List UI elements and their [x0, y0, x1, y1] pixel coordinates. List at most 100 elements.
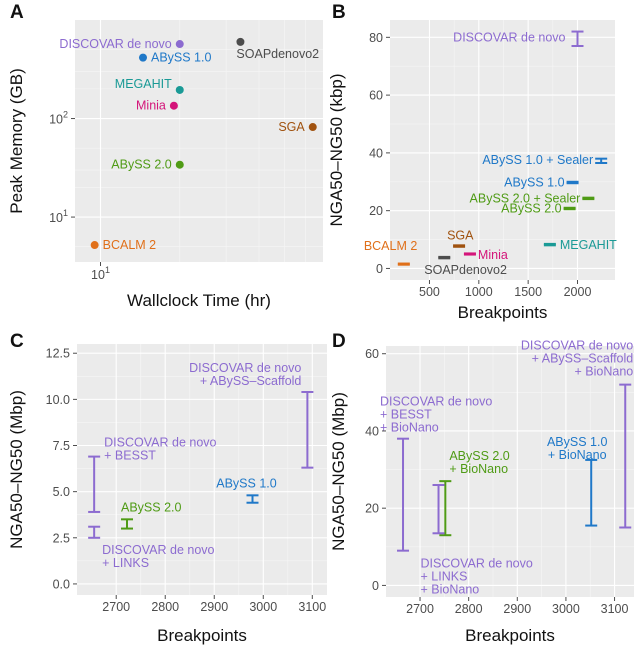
data-point	[175, 85, 184, 94]
panel-d: D Breakpoints NGA50–NG50 (Mbp) 2700 2800 2900…	[329, 331, 634, 645]
bar-label: DISCOVAR de novo + BESST	[104, 436, 216, 463]
y-axis-title: Peak Memory (GB)	[7, 68, 26, 213]
bar-label: ABySS 2.0	[121, 500, 181, 514]
y-tick-label: 0.0	[53, 577, 70, 591]
y-tick-label: 40	[369, 146, 383, 160]
data-point	[175, 160, 184, 169]
x-tick-label: 1000	[465, 285, 493, 299]
bar-label: DISCOVAR de novo	[453, 30, 565, 44]
y-tick-label: 102	[49, 110, 68, 127]
data-point	[236, 37, 245, 46]
data-point	[169, 101, 178, 110]
x-tick-label: 1500	[514, 285, 542, 299]
grid	[77, 344, 327, 595]
x-axis-title: Breakpoints	[465, 626, 555, 645]
bar-label: ABySS 2.0 + BioNano	[449, 449, 509, 476]
x-axis-title: Wallclock Time (hr)	[127, 291, 271, 310]
y-tick-label: 20	[369, 204, 383, 218]
x-tick-label: 3000	[552, 602, 580, 616]
point-label: SGA	[278, 120, 305, 134]
x-tick-label: 2700	[406, 602, 434, 616]
bar-label: ABySS 2.0	[501, 202, 561, 216]
error-bar	[301, 390, 314, 469]
data-point	[138, 53, 147, 62]
error-bar	[397, 262, 410, 266]
bar-label: DISCOVAR de novo + BESST + BioNano	[380, 395, 492, 435]
error-bar	[566, 180, 579, 185]
bar-label: SOAPdenovo2	[424, 263, 507, 277]
y-axis-title: NGA50–NG50 (Mbp)	[329, 392, 348, 551]
error-bar	[543, 242, 556, 247]
error-bar	[619, 383, 632, 529]
bar-label: DISCOVAR de novo + ABySS–Scaffold	[189, 361, 301, 388]
bar-label: ABySS 1.0	[504, 176, 564, 190]
bar-label: ABySS 1.0 + BioNano	[547, 435, 607, 462]
bar-label: BCALM 2	[364, 239, 418, 253]
y-tick-label: 20	[365, 502, 379, 516]
error-bar	[397, 437, 410, 552]
x-tick-label: 3100	[601, 602, 629, 616]
error-bar	[121, 518, 133, 530]
panel-c: C Breakpoints NGA50–NG50 (Mbp) 2700 2800 2900…	[7, 331, 327, 645]
y-tick-label: 0	[372, 579, 379, 593]
point-label: Minia	[136, 99, 166, 113]
y-tick-label: 10.0	[46, 393, 70, 407]
point-label: SOAPdenovo2	[236, 47, 319, 61]
x-tick-label: 2800	[455, 602, 483, 616]
y-axis-title: NGA50–NG50 (kbp)	[327, 73, 346, 226]
bar-label: ABySS 1.0	[216, 476, 276, 490]
error-bar	[582, 196, 595, 201]
bar-label: DISCOVAR de novo + LINKS + BioNano	[421, 556, 533, 596]
bar-label: DISCOVAR de novo + ABySS–Scaffold + BioNan…	[521, 339, 633, 379]
y-tick-label: 60	[365, 347, 379, 361]
point-label: DISCOVAR de novo	[59, 37, 171, 51]
panel-letter: B	[332, 2, 346, 23]
error-bar	[563, 206, 576, 211]
error-bar	[438, 255, 451, 260]
x-axis-title: Breakpoints	[157, 626, 247, 645]
x-tick-label: 2900	[503, 602, 531, 616]
panel-letter: C	[10, 331, 24, 352]
y-tick-label: 40	[365, 424, 379, 438]
data-point	[308, 123, 317, 132]
panel-letter: A	[10, 2, 24, 23]
error-bar	[88, 525, 101, 539]
grid	[75, 20, 323, 262]
x-tick-label: 3000	[249, 600, 277, 614]
error-bar	[453, 244, 466, 248]
point-label: MEGAHIT	[115, 77, 172, 91]
x-tick-label: 500	[419, 285, 440, 299]
panel-b: B Breakpoints NGA50–NG50 (kbp) 500 1000 1500 2…	[327, 2, 617, 322]
bar-label: DISCOVAR de novo + LINKS	[102, 543, 214, 570]
panel-a: A Wallclock Time (hr) Peak Memory (GB) 101 1…	[7, 2, 323, 310]
y-tick-label: 60	[369, 89, 383, 103]
error-bar	[432, 484, 445, 535]
grid	[386, 346, 634, 597]
x-tick-label: 2900	[200, 600, 228, 614]
x-tick-label: 2700	[102, 600, 130, 614]
y-axis-title: NGA50–NG50 (Mbp)	[7, 390, 26, 549]
point-label: ABySS 1.0	[151, 51, 211, 65]
point-label: ABySS 2.0	[111, 158, 171, 172]
x-tick-label: 101	[91, 265, 110, 282]
y-tick-label: 80	[369, 31, 383, 45]
plot-background	[75, 20, 323, 262]
x-axis-title: Breakpoints	[458, 303, 548, 322]
y-tick-label: 0	[376, 262, 383, 276]
error-bar	[88, 455, 101, 513]
y-tick-label: 2.5	[53, 531, 70, 545]
y-tick-label: 101	[49, 208, 68, 225]
y-tick-label: 5.0	[53, 485, 70, 499]
y-tick-label: 12.5	[46, 347, 70, 361]
error-bar	[585, 458, 598, 527]
bar-label: MEGAHIT	[560, 238, 617, 252]
bar-label: SGA	[447, 228, 474, 242]
data-point	[175, 40, 184, 49]
x-tick-label: 3100	[298, 600, 326, 614]
panel-letter: D	[332, 331, 346, 352]
point-label: BCALM 2	[103, 238, 157, 252]
x-tick-label: 2000	[564, 285, 592, 299]
bar-label: Minia	[478, 248, 508, 262]
plot-background	[77, 344, 327, 595]
